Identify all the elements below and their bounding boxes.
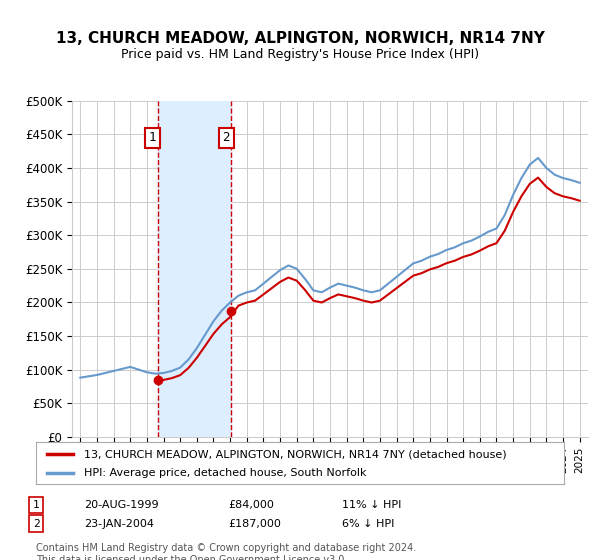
Bar [158, 101, 231, 437]
Text: 13, CHURCH MEADOW, ALPINGTON, NORWICH, NR14 7NY: 13, CHURCH MEADOW, ALPINGTON, NORWICH, N… [56, 31, 544, 46]
Text: 2: 2 [32, 519, 40, 529]
Text: HPI: Average price, detached house, South Norfolk: HPI: Average price, detached house, Sout… [83, 468, 366, 478]
Text: 6% ↓ HPI: 6% ↓ HPI [342, 519, 394, 529]
Text: 20-AUG-1999: 20-AUG-1999 [84, 500, 158, 510]
Text: 2: 2 [223, 131, 230, 144]
Text: 1: 1 [149, 131, 157, 144]
Text: Contains HM Land Registry data © Crown copyright and database right 2024.
This d: Contains HM Land Registry data © Crown c… [36, 543, 416, 560]
Text: Price paid vs. HM Land Registry's House Price Index (HPI): Price paid vs. HM Land Registry's House … [121, 48, 479, 60]
Text: 11% ↓ HPI: 11% ↓ HPI [342, 500, 401, 510]
Text: £84,000: £84,000 [228, 500, 274, 510]
Text: 13, CHURCH MEADOW, ALPINGTON, NORWICH, NR14 7NY (detached house): 13, CHURCH MEADOW, ALPINGTON, NORWICH, N… [83, 449, 506, 459]
Text: 23-JAN-2004: 23-JAN-2004 [84, 519, 154, 529]
Text: £187,000: £187,000 [228, 519, 281, 529]
Text: 1: 1 [32, 500, 40, 510]
